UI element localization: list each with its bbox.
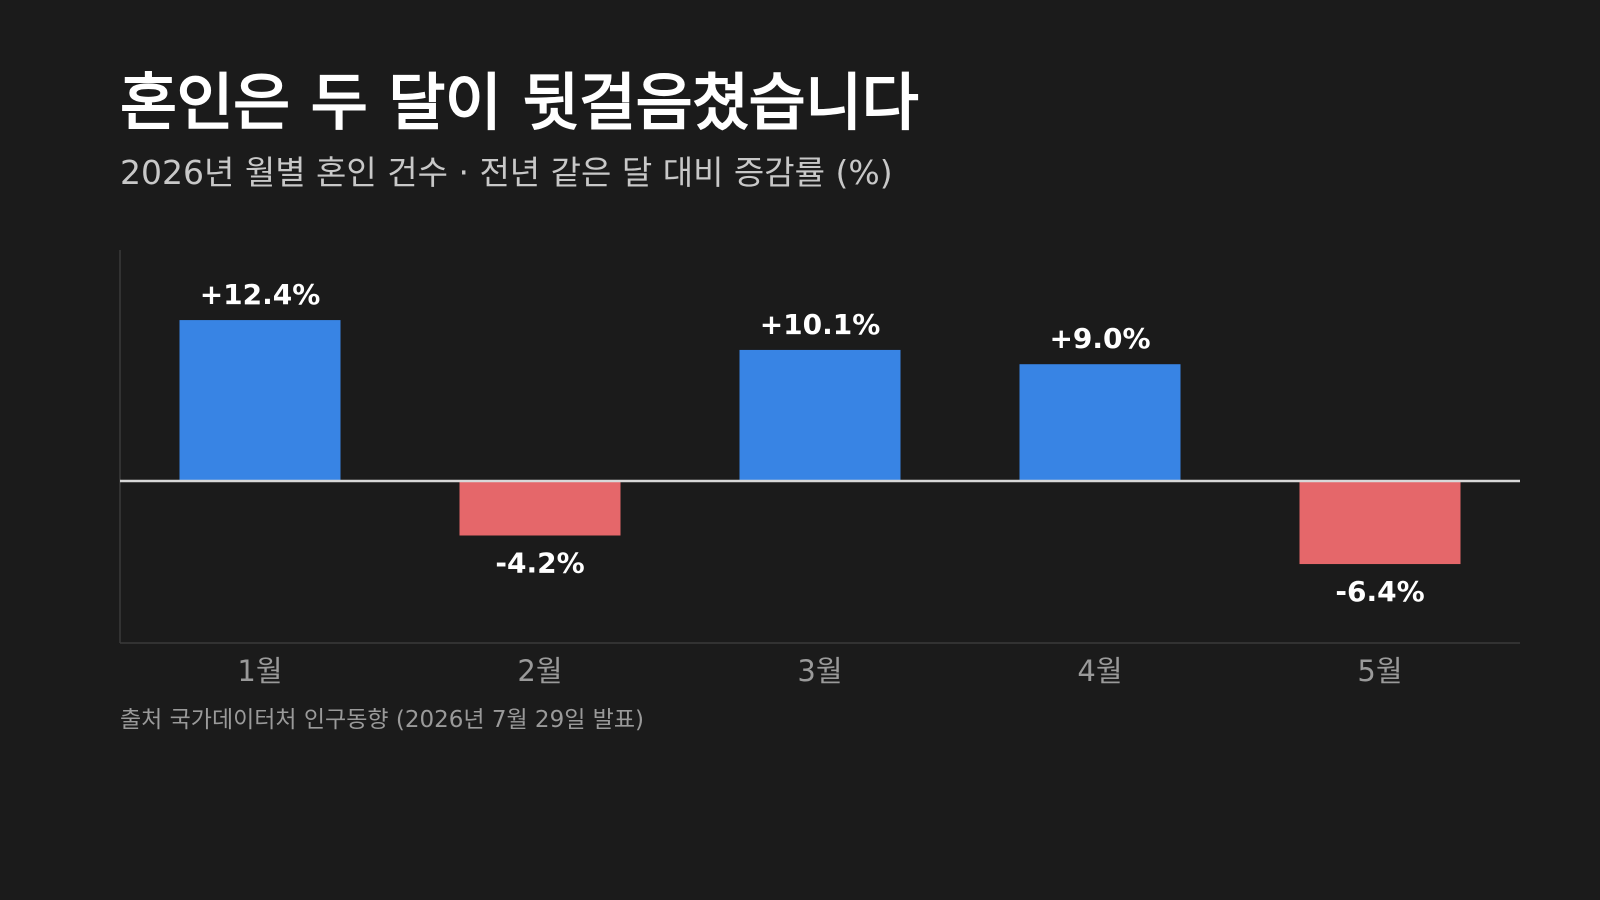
source-note: 출처 국가데이터처 인구동향 (2026년 7월 29일 발표)	[120, 707, 644, 733]
page-title: 혼인은 두 달이 뒷걸음쳤습니다	[120, 66, 919, 139]
x-tick-label-1: 1월	[237, 654, 282, 688]
data-label-3: +10.1%	[760, 308, 881, 341]
data-label-4: +9.0%	[1049, 322, 1150, 355]
data-label-5: -6.4%	[1335, 575, 1424, 608]
x-tick-label-4: 4월	[1077, 654, 1122, 688]
bar-2	[459, 481, 621, 536]
x-tick-label-3: 3월	[797, 654, 842, 688]
bar-5	[1299, 481, 1461, 565]
bar-4	[1019, 364, 1181, 481]
x-tick-label-2: 2월	[517, 654, 562, 688]
bar-3	[739, 349, 901, 481]
bar-1	[179, 320, 341, 481]
chart-subtitle: 2026년 월별 혼인 건수 · 전년 같은 달 대비 증감률 (%)	[120, 153, 893, 192]
data-label-2: -4.2%	[495, 547, 584, 580]
data-label-1: +12.4%	[200, 278, 321, 311]
x-tick-label-5: 5월	[1357, 654, 1402, 688]
